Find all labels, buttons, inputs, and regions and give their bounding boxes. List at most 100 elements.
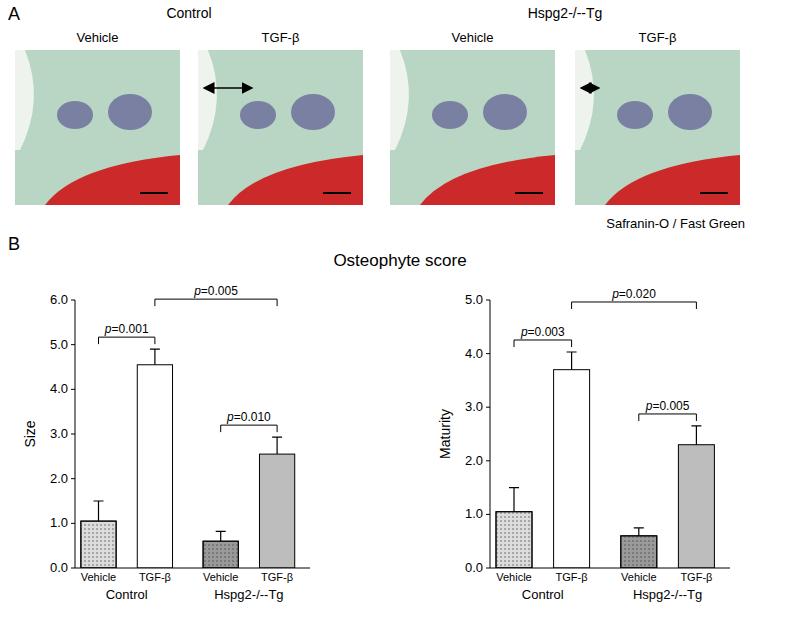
marrow	[668, 94, 712, 130]
cartilage	[390, 50, 409, 150]
bar-pattern	[203, 541, 238, 568]
panel-label: A	[8, 4, 20, 24]
y-tick-label: 3.0	[465, 399, 483, 414]
error-bar	[150, 349, 160, 365]
group-label: Hspg2-/--Tg	[633, 587, 702, 602]
bars	[81, 349, 295, 568]
y-tick	[71, 478, 75, 479]
y-axis-label: Size	[22, 420, 38, 447]
x-axis	[490, 568, 730, 569]
tissue-background	[198, 50, 363, 205]
p-number: =0.020	[619, 287, 656, 301]
y-tick	[71, 389, 75, 390]
y-axis-label: Maturity	[437, 409, 453, 459]
scale-bar	[323, 192, 351, 194]
marrow	[240, 101, 276, 129]
y-tick	[71, 523, 75, 524]
y-tick	[71, 344, 75, 345]
y-tick-label: 4.0	[465, 346, 483, 361]
error-bar	[216, 531, 226, 541]
group-label: Control	[106, 587, 148, 602]
x-tick-label: TGF-β	[680, 571, 712, 583]
bar	[496, 512, 532, 568]
tissue-background	[575, 50, 740, 205]
bar-pattern	[81, 521, 116, 568]
error-bar	[634, 528, 644, 536]
y-tick	[71, 434, 75, 435]
x-axis	[75, 568, 310, 569]
osteophyte-arrow	[204, 87, 252, 89]
y-tick-label: 1.0	[465, 506, 483, 521]
tissue-background	[390, 50, 555, 205]
bars	[496, 352, 714, 568]
bar	[203, 541, 238, 568]
y-tick	[71, 300, 75, 301]
histology-image	[575, 50, 740, 205]
y-tick	[486, 407, 490, 408]
error-bar	[509, 488, 519, 512]
osteophyte-arrow	[581, 87, 599, 89]
y-tick	[486, 300, 490, 301]
y-tick-label: 2.0	[465, 453, 483, 468]
y-axis	[75, 300, 76, 568]
y-tick	[486, 460, 490, 461]
x-tick-label: Vehicle	[203, 571, 238, 583]
p-number: =0.003	[528, 325, 565, 339]
chart: Maturity0.01.02.03.04.05.0VehicleTGF-βVe…	[437, 287, 730, 602]
bar	[621, 536, 657, 568]
group-label: Control	[522, 587, 564, 602]
marrow	[432, 101, 468, 129]
bar	[81, 521, 116, 568]
marrow	[108, 94, 152, 130]
marrow	[57, 101, 93, 129]
significance-bracket	[639, 414, 697, 421]
error-bar	[567, 352, 577, 370]
bar	[259, 454, 294, 568]
tissue-background	[15, 50, 180, 205]
p-number: =0.010	[234, 410, 271, 424]
p-value: p=0.003	[520, 325, 565, 339]
scale-bar	[140, 192, 168, 194]
x-tick-label: TGF-β	[556, 571, 588, 583]
p-value: p=0.005	[645, 399, 690, 413]
panel-label: B	[8, 234, 20, 254]
p-value: p=0.005	[193, 284, 238, 298]
y-tick-label: 5.0	[50, 337, 68, 352]
image-label: Vehicle	[452, 30, 494, 45]
significance-bracket	[514, 340, 572, 347]
chart: Size0.01.02.03.04.05.06.0VehicleTGF-βVeh…	[22, 284, 310, 602]
y-tick-label: 1.0	[50, 515, 68, 530]
bar-pattern	[621, 536, 657, 568]
panel-title: Osteophyte score	[333, 251, 466, 270]
cartilage	[15, 50, 34, 150]
proteoglycan-stain	[420, 155, 555, 205]
proteoglycan-stain	[45, 155, 180, 205]
histology-image	[198, 50, 363, 205]
bar	[554, 370, 590, 568]
p-value: p=0.020	[611, 287, 656, 301]
image-label: Vehicle	[77, 30, 119, 45]
p-number: =0.005	[201, 284, 238, 298]
significance-bracket	[221, 425, 277, 432]
proteoglycan-stain	[228, 155, 363, 205]
y-tick-label: 0.0	[465, 560, 483, 575]
bar-pattern	[496, 512, 532, 568]
histology-image	[15, 50, 180, 205]
x-tick-label: Vehicle	[81, 571, 116, 583]
group-label: Control	[166, 5, 211, 21]
scale-bar	[700, 192, 728, 194]
error-bar	[272, 437, 282, 454]
group-label: Hspg2-/--Tg	[214, 587, 283, 602]
y-tick	[71, 568, 75, 569]
x-tick-label: TGF-β	[139, 571, 171, 583]
marrow	[483, 94, 527, 130]
x-tick-label: Vehicle	[621, 571, 656, 583]
image-label: TGF-β	[639, 30, 677, 45]
cartilage	[575, 50, 594, 150]
y-tick	[486, 514, 490, 515]
error-bar	[94, 501, 104, 521]
marrow	[617, 101, 653, 129]
image-label: TGF-β	[262, 30, 300, 45]
x-tick-label: TGF-β	[261, 571, 293, 583]
scale-bar	[515, 192, 543, 194]
